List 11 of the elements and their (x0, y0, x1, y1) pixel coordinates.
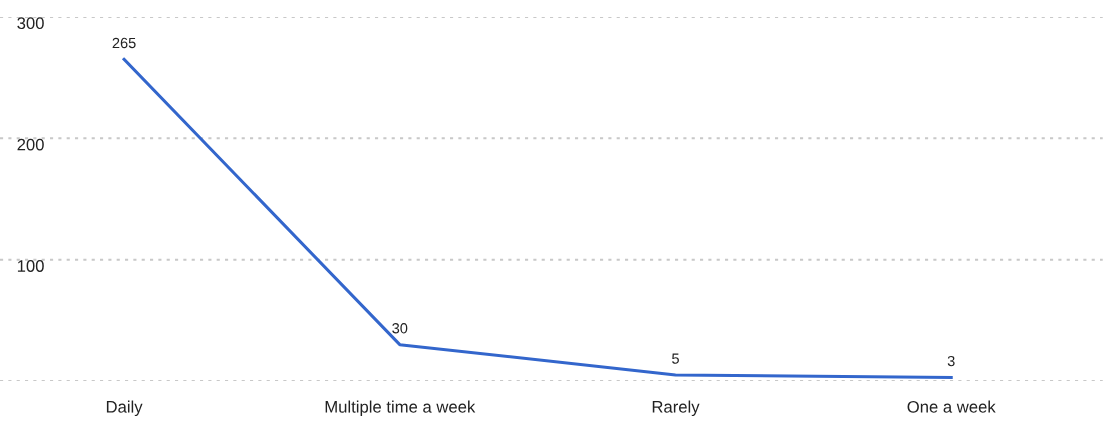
x-tick-label: Multiple time a week (325, 400, 476, 417)
y-tick-label: 100 (17, 260, 44, 272)
data-label: 265 (112, 37, 136, 49)
x-tick-label: Rarely (652, 400, 700, 417)
data-label: 30 (392, 323, 408, 334)
x-tick-label: One a week (907, 400, 996, 413)
data-label: 3 (947, 355, 955, 367)
y-tick-label: 200 (17, 138, 44, 151)
x-tick-label: Daily (106, 400, 143, 417)
y-tick-label: 300 (17, 17, 44, 30)
data-label: 5 (672, 353, 679, 364)
